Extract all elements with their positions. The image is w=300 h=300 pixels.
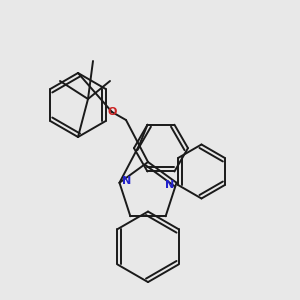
Text: N: N — [165, 180, 174, 190]
Text: O: O — [107, 107, 117, 117]
Text: N: N — [122, 176, 131, 186]
